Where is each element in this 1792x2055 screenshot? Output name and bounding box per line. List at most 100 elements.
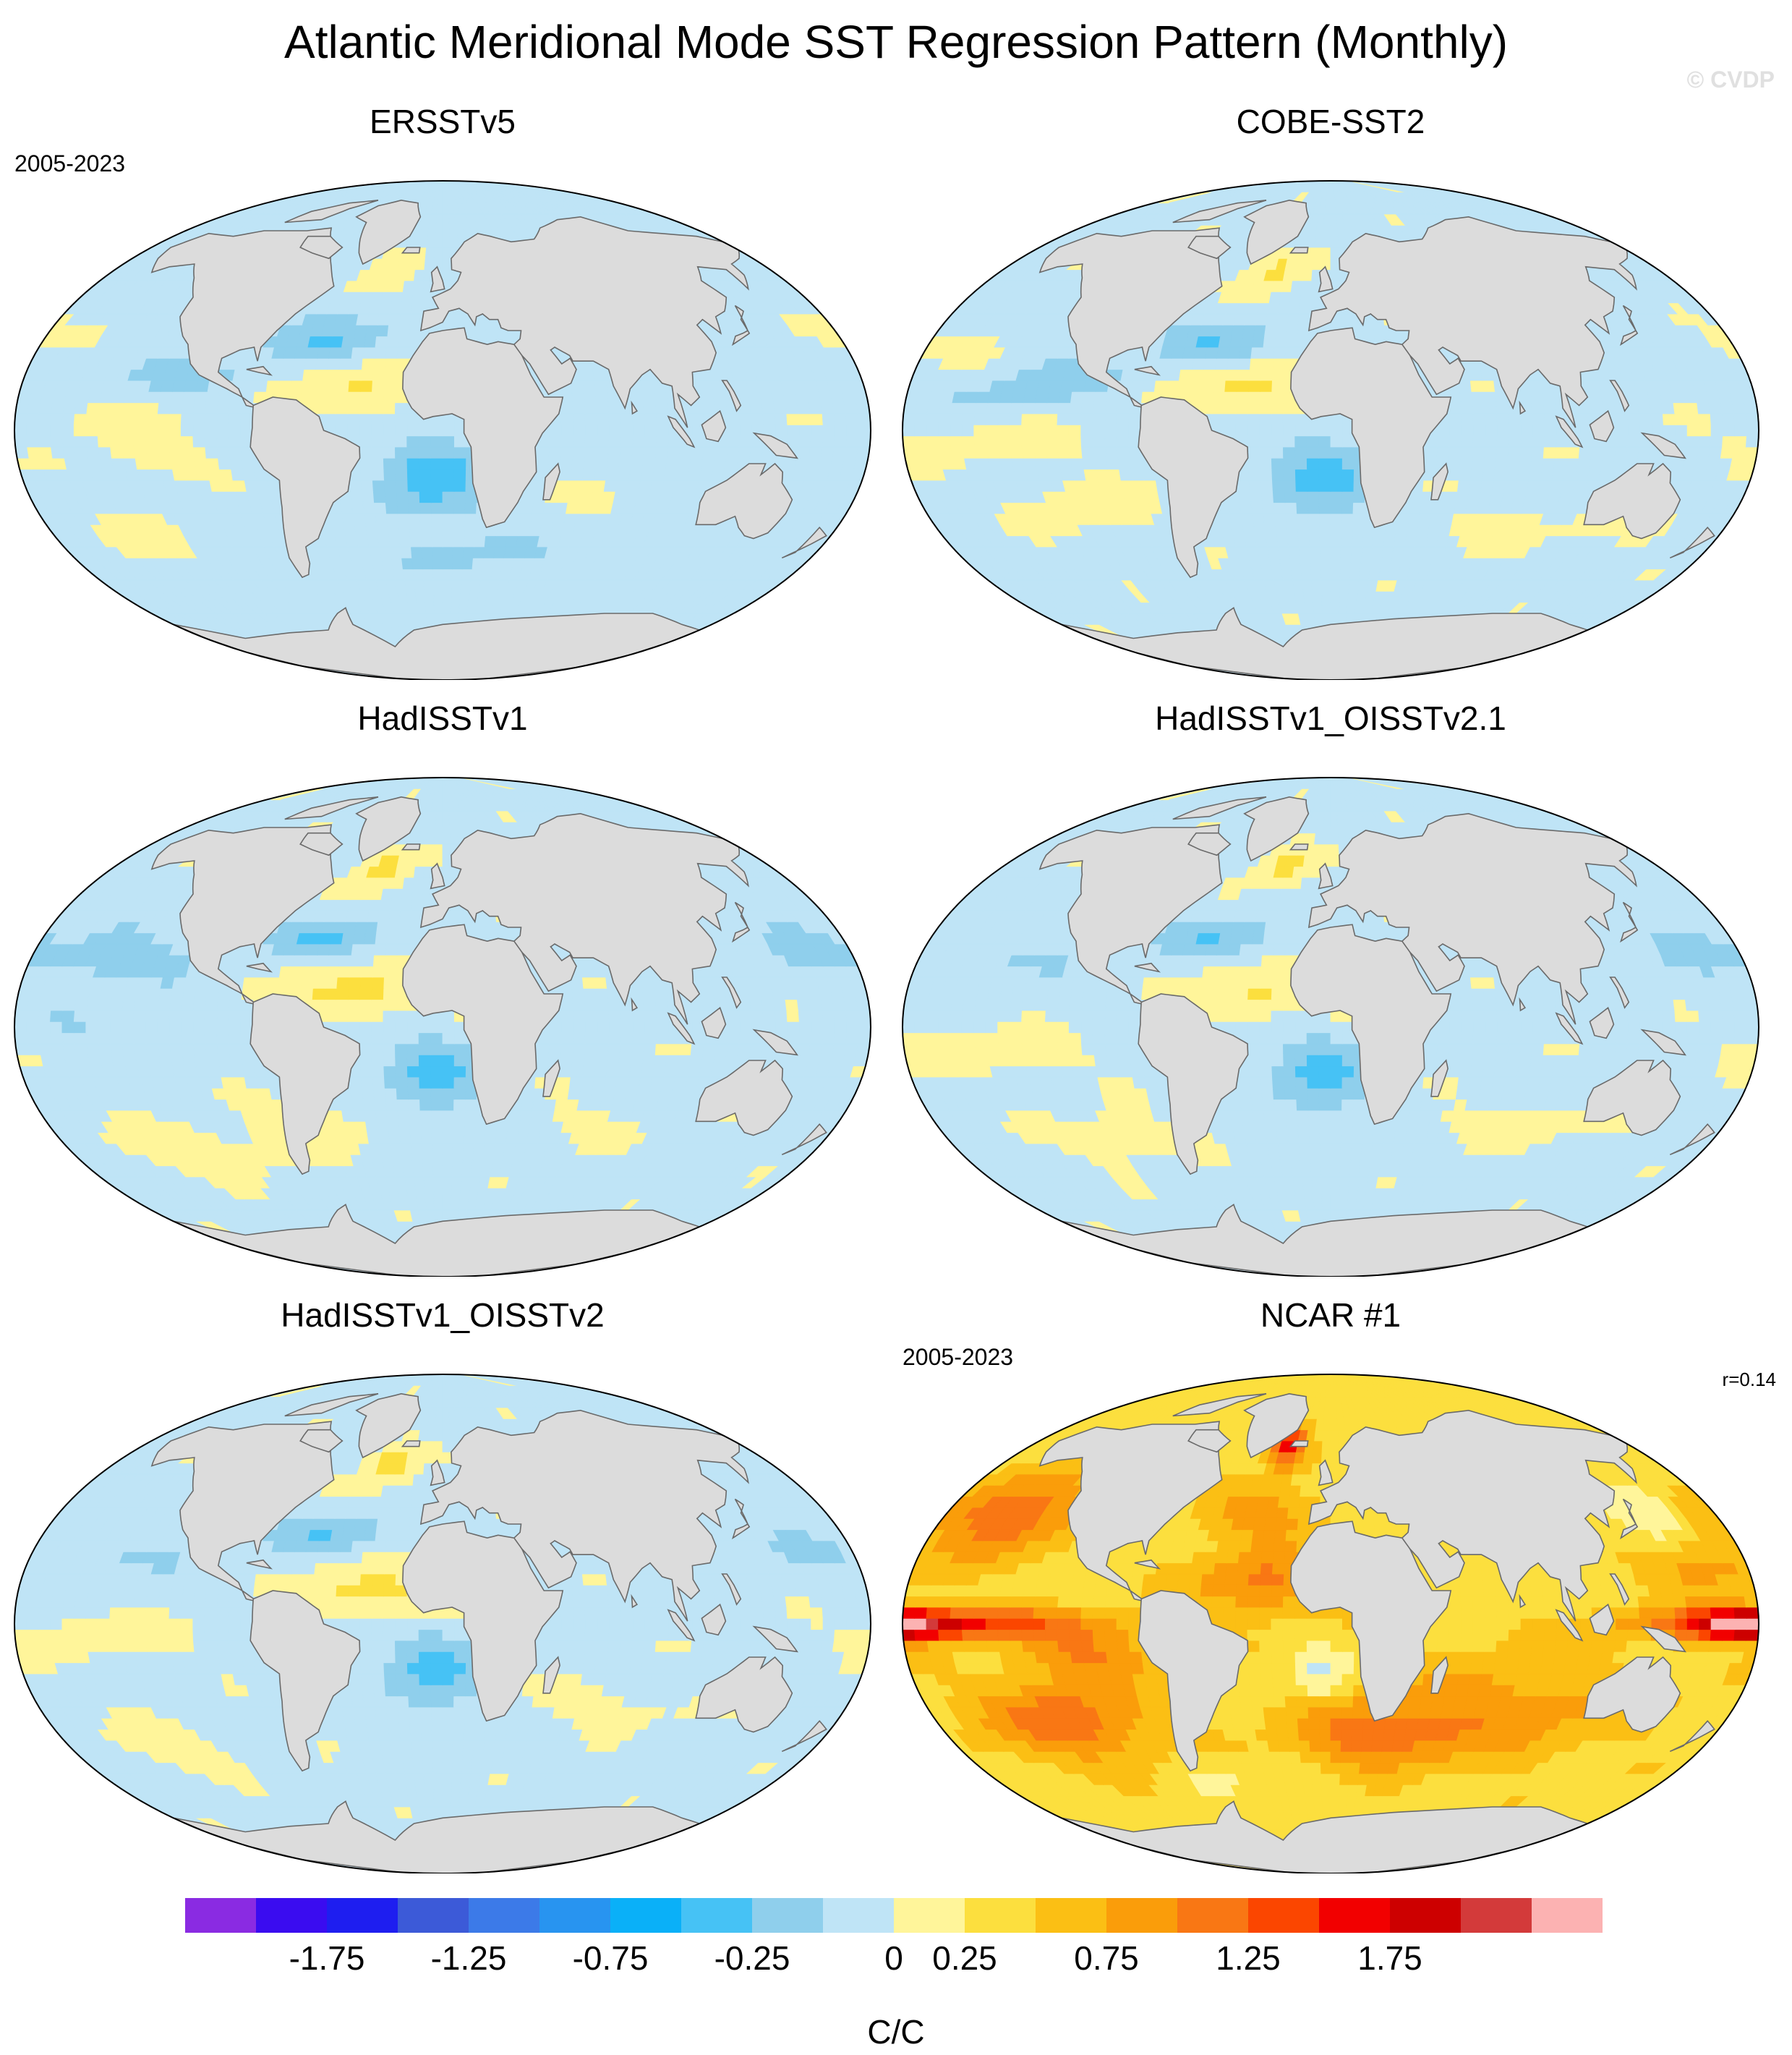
sst-map [14, 180, 871, 680]
land [1134, 365, 1161, 376]
land [781, 1123, 827, 1156]
sst-field [14, 778, 871, 1277]
landmasses [1038, 199, 1715, 680]
land [1187, 1429, 1232, 1453]
map-panel-1: ERSSTv5 2005-2023 [9, 101, 876, 680]
land [631, 400, 639, 415]
land [1318, 1459, 1334, 1486]
land [1519, 400, 1527, 415]
land [1583, 462, 1681, 540]
land [1640, 1029, 1687, 1056]
land [1290, 1520, 1452, 1722]
land [1519, 1594, 1527, 1609]
panel-title: HadISSTv1 [357, 699, 528, 737]
land [402, 1520, 564, 1722]
colorbar-swatch [398, 1898, 469, 1933]
land [1430, 462, 1448, 501]
land [1187, 235, 1232, 260]
land [731, 901, 751, 943]
map-outline [14, 180, 871, 680]
colorbar-tick-label: 0.75 [1074, 1939, 1139, 1977]
sst-field [903, 778, 1759, 1277]
land [542, 462, 560, 501]
land [1609, 1573, 1630, 1606]
land [1187, 832, 1232, 856]
land [284, 796, 379, 820]
colorbar-tick-label: 0.25 [932, 1939, 997, 1977]
land [355, 1392, 422, 1459]
colorbar-swatch [327, 1898, 398, 1933]
colorbar-swatch [1532, 1898, 1603, 1933]
colorbar-tick-label: 1.25 [1216, 1939, 1281, 1977]
land [1134, 1559, 1161, 1570]
colorbar-tick-label: 1.75 [1357, 1939, 1422, 1977]
colorbar-swatch [823, 1898, 895, 1933]
sst-field [14, 181, 871, 680]
colorbar-swatch [894, 1898, 965, 1933]
land [1134, 962, 1161, 973]
land [752, 1029, 799, 1056]
land [1555, 415, 1584, 448]
sst-map [902, 180, 1759, 680]
colorbar-swatch [1248, 1898, 1320, 1933]
colorbar-swatch [681, 1898, 753, 1933]
land [430, 265, 445, 293]
map-panel-6: NCAR #1 2005-2023 r=0.14 [897, 1295, 1776, 1873]
land [419, 812, 749, 1025]
land [542, 1656, 560, 1694]
land [1290, 924, 1452, 1126]
map-outline [902, 777, 1759, 1277]
landmasses [150, 1392, 827, 1873]
land [1589, 1603, 1615, 1636]
land [667, 415, 696, 448]
colorbar-unit-label: C/C [867, 2013, 925, 2051]
colorbar-swatch [469, 1898, 540, 1933]
land [430, 1459, 445, 1486]
land [401, 843, 421, 851]
land [695, 462, 793, 540]
land [1669, 1123, 1715, 1156]
land [1669, 1719, 1715, 1753]
land [355, 199, 422, 265]
land [1289, 1440, 1309, 1447]
sst-map [902, 777, 1759, 1277]
land [284, 200, 379, 224]
sst-map [902, 1374, 1759, 1873]
land [1172, 200, 1267, 224]
land [284, 1393, 379, 1417]
colorbar-tick-label: -1.75 [289, 1939, 365, 1977]
map-panel-2: COBE-SST2 [897, 101, 1765, 680]
land [249, 993, 361, 1175]
land [701, 1006, 727, 1039]
colorbar-swatch [1177, 1898, 1249, 1933]
colorbar-swatch [1319, 1898, 1391, 1933]
sst-field [903, 1374, 1759, 1873]
panel-date: 2005-2023 [903, 1344, 1014, 1370]
land [752, 1625, 799, 1653]
land [701, 1603, 727, 1636]
land [1640, 1625, 1687, 1653]
land [249, 1590, 361, 1772]
land [731, 305, 751, 346]
land [1243, 1392, 1310, 1459]
land [781, 526, 827, 559]
panel-date: 2005-2023 [14, 150, 126, 176]
sst-map [14, 777, 871, 1277]
land [1609, 977, 1630, 1009]
land [1243, 199, 1310, 265]
colorbar-swatch [1390, 1898, 1462, 1933]
land [1583, 1059, 1681, 1136]
landmasses [1038, 796, 1715, 1277]
colorbar-swatch [256, 1898, 328, 1933]
land [1289, 247, 1309, 254]
land [542, 1059, 560, 1097]
colorbar-tick-label: 0 [884, 1939, 903, 1977]
land [701, 409, 727, 443]
land [299, 1429, 344, 1453]
land [1430, 1059, 1448, 1097]
land [695, 1059, 793, 1136]
colorbar-tick-label: -0.75 [572, 1939, 649, 1977]
land [246, 365, 273, 376]
land [631, 1594, 639, 1609]
map-outline [14, 777, 871, 1277]
